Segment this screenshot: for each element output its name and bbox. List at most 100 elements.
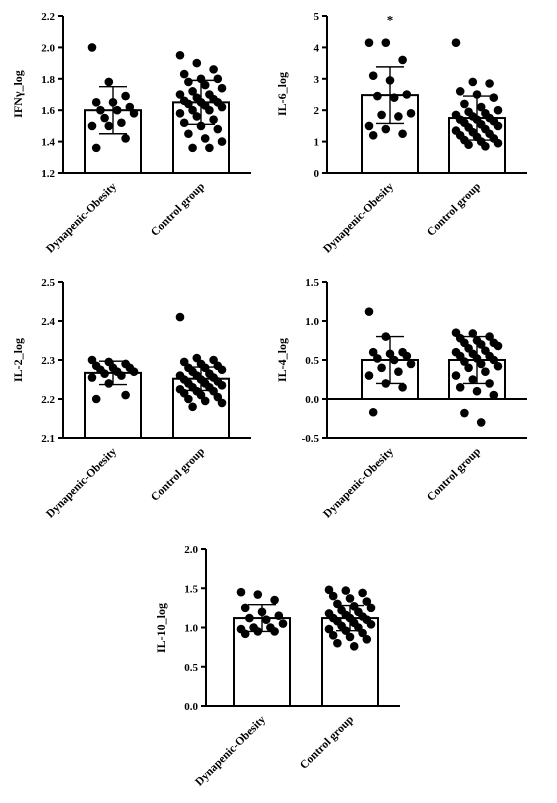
data-point xyxy=(253,627,263,636)
data-point xyxy=(213,74,223,84)
data-point xyxy=(121,390,130,400)
y-tick-label: 0.5 xyxy=(184,662,198,674)
data-point xyxy=(394,367,403,377)
category-label: Dynapenic-Obesity xyxy=(193,713,268,788)
data-point xyxy=(175,312,185,322)
data-point xyxy=(381,124,391,134)
panel-ifng: 1.2 1.4 1.6 1.8 2.0 2.2 IFNγ_log Dynapenic-Obes… xyxy=(11,11,251,256)
data-point xyxy=(373,354,382,363)
data-point xyxy=(205,105,214,115)
data-point xyxy=(328,591,338,601)
data-point xyxy=(188,105,197,115)
data-point xyxy=(257,607,267,617)
data-point xyxy=(270,627,279,636)
data-point xyxy=(472,386,482,396)
data-point xyxy=(188,87,197,96)
data-point xyxy=(87,373,97,382)
data-point xyxy=(121,91,130,101)
category-label: Control group xyxy=(298,714,356,772)
data-point xyxy=(368,407,378,417)
data-point xyxy=(188,402,197,412)
category-label: Dynapenic-Obesity xyxy=(321,180,396,255)
data-point xyxy=(377,110,386,120)
category-label: Control group xyxy=(149,446,207,504)
data-point xyxy=(366,603,376,613)
y-tick-label: 1.6 xyxy=(41,105,55,117)
y-tick-label: 2.5 xyxy=(41,277,55,289)
category-label: Control group xyxy=(425,181,483,239)
data-point xyxy=(489,390,499,400)
y-tick-label: 1.0 xyxy=(184,623,198,635)
y-tick-label: 1.2 xyxy=(41,168,55,180)
data-point xyxy=(209,65,218,74)
data-point xyxy=(188,143,197,153)
data-point xyxy=(455,383,465,392)
data-point xyxy=(460,408,469,418)
data-point xyxy=(217,381,227,390)
y-tick-label: 2.4 xyxy=(41,316,55,328)
y-tick-label: 1.4 xyxy=(41,137,55,149)
data-point xyxy=(129,367,139,377)
data-point xyxy=(366,620,376,629)
data-point xyxy=(112,105,122,115)
y-tick-label: 1.5 xyxy=(305,277,319,289)
data-point xyxy=(489,93,499,102)
data-point xyxy=(398,129,407,139)
y-axis-label: IL-6_log xyxy=(275,72,289,116)
data-point xyxy=(96,105,105,115)
data-point xyxy=(364,371,374,380)
data-point xyxy=(476,102,486,112)
data-point xyxy=(104,379,114,388)
data-point xyxy=(104,77,114,87)
y-tick-label: 0.5 xyxy=(305,355,319,367)
data-point xyxy=(460,99,469,109)
data-point xyxy=(196,121,206,131)
data-point xyxy=(324,624,334,634)
data-point xyxy=(87,43,97,52)
data-point xyxy=(394,112,403,121)
data-point xyxy=(385,349,395,359)
data-point xyxy=(368,131,378,140)
data-point xyxy=(493,341,503,351)
panel-il4: -0.5 0.0 0.5 1.0 1.5 IL-4_log Dynapenic-Obesit… xyxy=(275,277,527,521)
data-point xyxy=(472,90,482,99)
data-point xyxy=(196,74,206,84)
data-point xyxy=(274,611,284,621)
data-point xyxy=(217,365,227,375)
data-point xyxy=(364,121,374,131)
data-point xyxy=(362,634,372,644)
data-point xyxy=(402,351,412,361)
data-point xyxy=(362,597,372,606)
data-point xyxy=(493,361,503,371)
category-label: Control group xyxy=(149,181,207,239)
y-axis-label: IL-4_log xyxy=(275,338,289,382)
data-point xyxy=(377,363,386,373)
data-point xyxy=(381,332,391,341)
data-point xyxy=(381,379,391,388)
data-point xyxy=(324,585,334,595)
data-point xyxy=(175,50,185,60)
data-point xyxy=(368,71,378,80)
data-point xyxy=(236,587,246,597)
data-point xyxy=(398,383,407,392)
category-label: Control group xyxy=(425,446,483,504)
data-point xyxy=(389,93,399,102)
data-point xyxy=(217,137,227,146)
data-point xyxy=(184,77,193,87)
data-point xyxy=(129,109,139,118)
y-tick-label: -0.5 xyxy=(302,433,320,445)
data-point xyxy=(406,359,416,369)
category-label: Dynapenic-Obesity xyxy=(44,445,119,520)
data-point xyxy=(117,118,126,128)
data-point xyxy=(398,55,407,65)
data-point xyxy=(333,599,342,609)
data-point xyxy=(213,124,223,134)
y-tick-label: 2.2 xyxy=(41,11,55,23)
y-tick-label: 0.0 xyxy=(305,394,319,406)
data-point xyxy=(278,619,288,628)
data-point xyxy=(91,394,101,404)
y-axis-label: IL-10_log xyxy=(154,603,168,653)
data-point xyxy=(175,109,185,118)
y-tick-label: 0 xyxy=(314,168,320,180)
data-point xyxy=(364,38,374,47)
